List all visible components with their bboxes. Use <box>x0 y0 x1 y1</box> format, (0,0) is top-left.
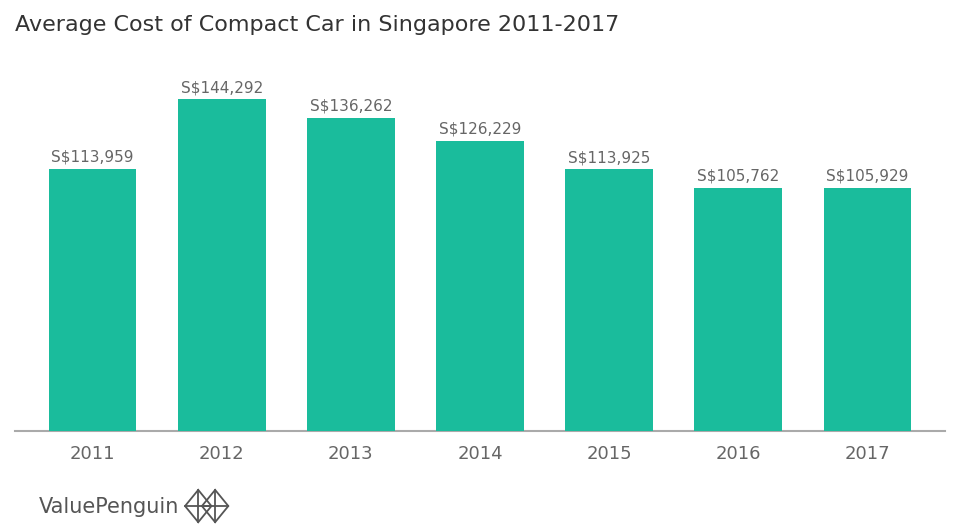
Bar <box>49 169 136 431</box>
Bar <box>824 187 911 431</box>
Text: S$113,925: S$113,925 <box>568 150 650 165</box>
Text: S$113,959: S$113,959 <box>51 150 133 165</box>
Text: S$144,292: S$144,292 <box>180 80 263 95</box>
Text: Average Cost of Compact Car in Singapore 2011-2017: Average Cost of Compact Car in Singapore… <box>15 15 619 35</box>
Text: S$126,229: S$126,229 <box>439 122 521 137</box>
Text: S$105,929: S$105,929 <box>827 168 909 183</box>
Bar <box>436 141 524 431</box>
Bar <box>178 99 266 431</box>
Text: ValuePenguin: ValuePenguin <box>38 497 179 517</box>
Text: S$136,262: S$136,262 <box>309 99 392 114</box>
Bar <box>565 169 653 431</box>
Bar <box>694 188 782 431</box>
Text: S$105,762: S$105,762 <box>697 169 780 184</box>
Bar <box>307 118 395 431</box>
